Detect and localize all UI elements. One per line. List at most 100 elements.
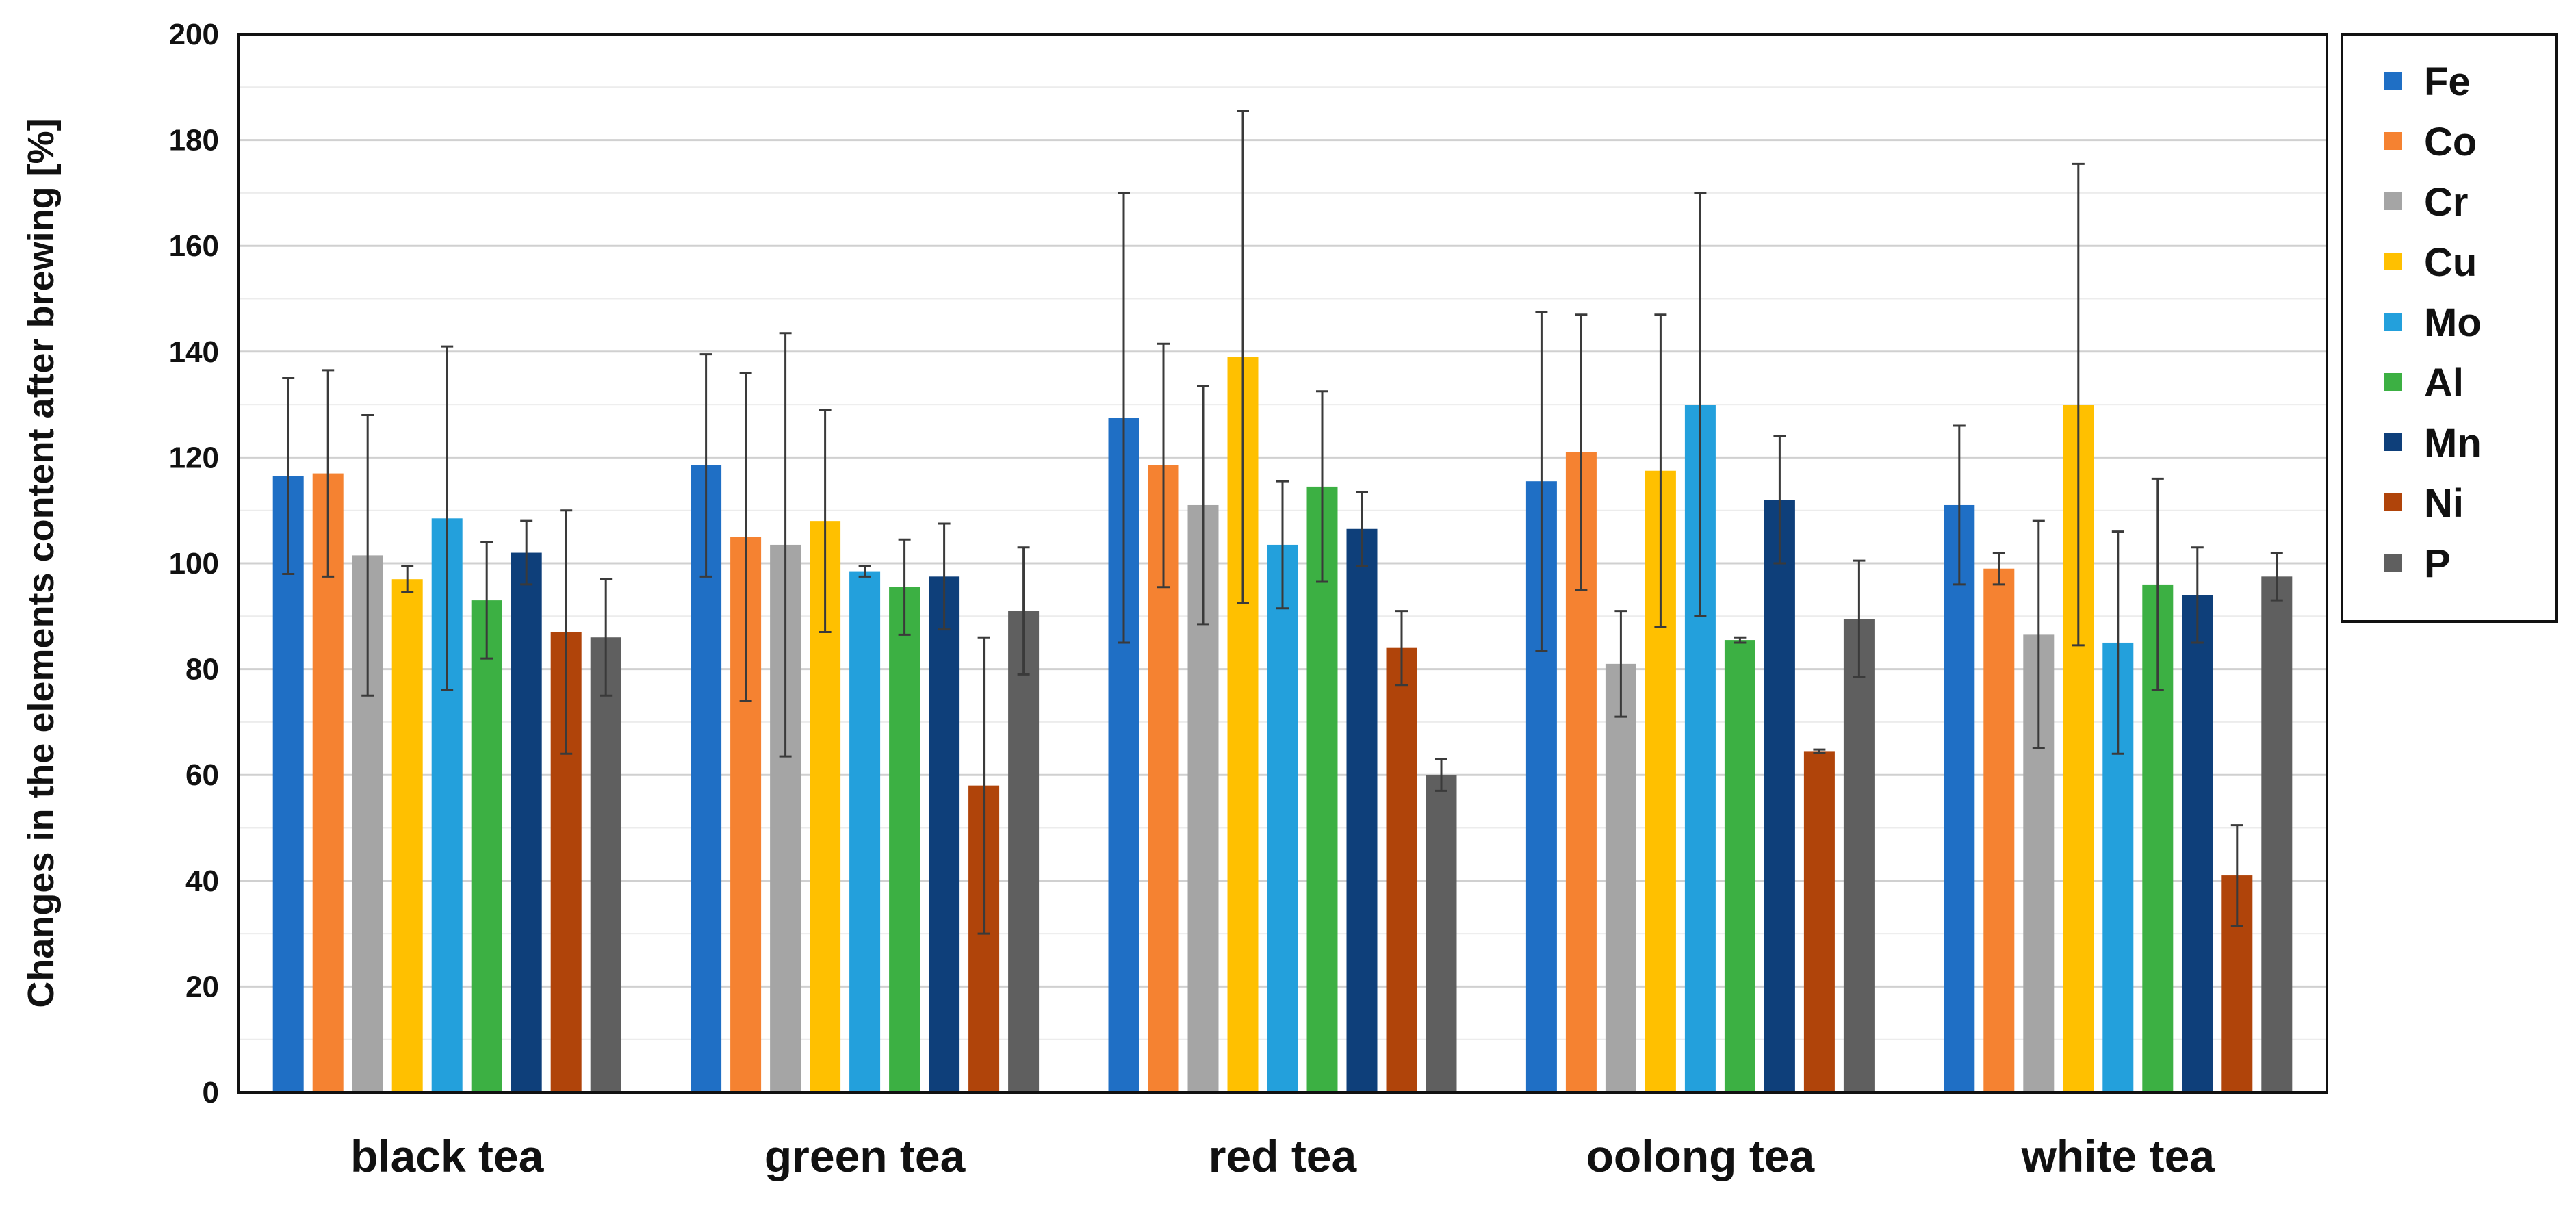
legend-label: Mn — [2424, 421, 2482, 465]
y-tick-label: 200 — [169, 18, 219, 51]
legend-item-cu: Cu — [2384, 240, 2477, 285]
legend-swatch — [2384, 72, 2402, 90]
y-tick-label: 80 — [185, 653, 219, 687]
error-bar-p-white-tea — [2270, 552, 2283, 602]
plot-area — [237, 33, 2328, 1094]
y-axis-ticks: 0 20 40 60 80 100 120 140 160 180 200 — [169, 18, 219, 1109]
legend-swatch — [2384, 554, 2402, 572]
error-bar-al-green-tea — [898, 538, 911, 636]
error-bar-mo-black-tea — [441, 345, 454, 692]
bar-p-green-tea — [1008, 611, 1040, 1092]
legend-item-cr: Cr — [2384, 180, 2468, 224]
bar-cr-oolong-tea — [1605, 663, 1636, 1092]
error-bar-co-green-tea — [739, 372, 752, 702]
legend-swatch — [2384, 192, 2402, 210]
legend-swatch — [2384, 493, 2402, 511]
bar-mo-red-tea — [1267, 544, 1298, 1092]
error-bar-ni-green-tea — [977, 636, 990, 935]
error-bar-fe-green-tea — [699, 353, 712, 578]
error-bar-al-red-tea — [1316, 390, 1328, 583]
error-bar-fe-oolong-tea — [1535, 311, 1548, 652]
error-bars — [282, 110, 2283, 935]
bar-al-black-tea — [471, 600, 502, 1092]
x-category-label: red tea — [1209, 1131, 1358, 1181]
legend-swatch — [2384, 373, 2402, 391]
y-tick-label: 40 — [185, 864, 219, 898]
legend-label: Mo — [2424, 300, 2482, 345]
legend-label: P — [2424, 541, 2451, 586]
bar-ni-oolong-tea — [1803, 751, 1835, 1092]
legend-label: Co — [2424, 120, 2477, 164]
bar-p-black-tea — [590, 637, 621, 1092]
bar-ni-red-tea — [1386, 647, 1417, 1092]
error-bar-cr-black-tea — [361, 414, 374, 697]
y-axis-title: Changes in the elements content after br… — [21, 118, 62, 1008]
bar-mn-red-tea — [1346, 528, 1378, 1092]
bar-p-oolong-tea — [1843, 619, 1875, 1092]
grid-lines — [238, 33, 2327, 1094]
legend-item-fe: Fe — [2384, 60, 2471, 104]
error-bar-co-white-tea — [1992, 552, 2005, 586]
error-bar-mn-oolong-tea — [1773, 435, 1786, 565]
error-bar-co-black-tea — [322, 369, 335, 578]
x-category-label: oolong tea — [1586, 1131, 1816, 1181]
error-bar-mo-red-tea — [1276, 480, 1289, 610]
error-bar-ni-red-tea — [1395, 610, 1408, 687]
error-bar-cr-oolong-tea — [1614, 610, 1627, 718]
bar-co-white-tea — [1983, 568, 2015, 1092]
error-bar-ni-oolong-tea — [1813, 748, 1826, 754]
error-bar-ni-white-tea — [2230, 824, 2243, 927]
legend-item-mn: Mn — [2384, 421, 2482, 465]
error-bar-cu-white-tea — [2072, 162, 2085, 647]
error-bar-cu-black-tea — [401, 565, 414, 594]
error-bar-al-oolong-tea — [1734, 636, 1747, 644]
legend-swatch — [2384, 253, 2402, 270]
legend-swatch — [2384, 132, 2402, 150]
legend-item-co: Co — [2384, 120, 2477, 164]
legend-item-p: P — [2384, 541, 2451, 586]
y-tick-label: 120 — [169, 441, 219, 474]
y-tick-label: 180 — [169, 124, 219, 157]
error-bar-cu-red-tea — [1237, 110, 1249, 604]
legend-label: Ni — [2424, 481, 2464, 526]
error-bar-mo-green-tea — [858, 565, 871, 578]
x-category-label: black tea — [350, 1131, 545, 1181]
bar-mn-green-tea — [929, 576, 960, 1092]
error-bar-ni-black-tea — [560, 509, 573, 755]
legend-box — [2341, 33, 2558, 623]
y-tick-label: 160 — [169, 229, 219, 263]
error-bar-fe-black-tea — [282, 376, 295, 575]
bar-al-red-tea — [1306, 486, 1338, 1092]
y-tick-label: 0 — [203, 1076, 219, 1109]
y-tick-label: 100 — [169, 547, 219, 580]
bar-mn-black-tea — [511, 552, 542, 1092]
bar-al-green-tea — [889, 587, 920, 1092]
legend-item-ni: Ni — [2384, 481, 2464, 526]
error-bar-fe-red-tea — [1118, 192, 1130, 644]
x-category-label: green tea — [764, 1131, 966, 1181]
x-axis-categories: black tea green tea red tea oolong tea white… — [350, 1131, 2215, 1181]
bar-fe-black-tea — [272, 476, 304, 1092]
y-tick-label: 20 — [185, 970, 219, 1003]
error-bar-p-red-tea — [1435, 758, 1447, 792]
error-bar-cr-green-tea — [779, 332, 792, 758]
y-tick-label: 140 — [169, 335, 219, 369]
bar-al-oolong-tea — [1724, 640, 1755, 1092]
error-bar-p-black-tea — [600, 578, 613, 697]
error-bar-co-red-tea — [1157, 342, 1170, 589]
legend-label: Cu — [2424, 240, 2477, 285]
bar-p-red-tea — [1426, 775, 1457, 1092]
bar-fe-white-tea — [1944, 504, 1975, 1092]
bar-cu-black-tea — [391, 579, 423, 1092]
bar-mn-oolong-tea — [1764, 500, 1795, 1092]
error-bar-mn-white-tea — [2191, 546, 2204, 644]
legend-item-mo: Mo — [2384, 300, 2482, 345]
legend: Fe Co Cr Cu Mo Al Mn Ni P — [2341, 33, 2558, 623]
bars — [272, 357, 2293, 1092]
bar-mo-green-tea — [849, 571, 881, 1092]
legend-swatch — [2384, 433, 2402, 451]
error-bar-co-oolong-tea — [1575, 313, 1588, 591]
error-bar-mn-red-tea — [1356, 491, 1368, 567]
error-bar-mo-oolong-tea — [1694, 192, 1707, 617]
